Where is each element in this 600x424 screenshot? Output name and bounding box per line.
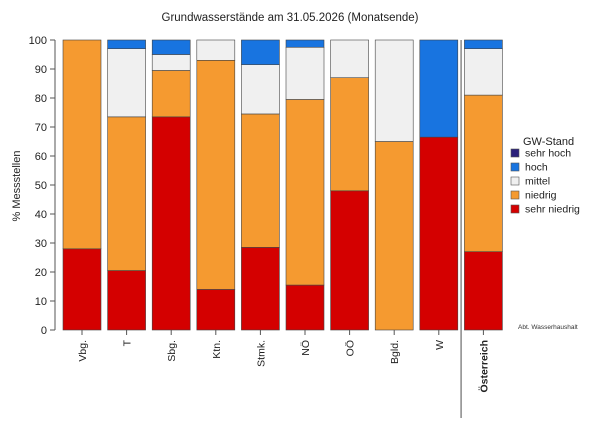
y-tick-label: 80 bbox=[35, 93, 47, 105]
bar-segment-niedrig bbox=[151, 70, 191, 118]
bar-segment-niedrig bbox=[241, 113, 280, 248]
category-label: Bgld. bbox=[389, 340, 401, 364]
category-label: Stmk. bbox=[255, 340, 267, 367]
legend-title: GW-Stand bbox=[523, 136, 574, 148]
legend-label: mittel bbox=[525, 176, 550, 188]
bar-segment-niedrig bbox=[374, 141, 414, 331]
y-tick-label: 50 bbox=[35, 180, 47, 192]
y-tick-label: 70 bbox=[35, 122, 47, 134]
source-note: Abt. Wasserhaushalt bbox=[518, 324, 578, 331]
bar-segment-niedrig bbox=[62, 39, 102, 250]
legend-swatch bbox=[510, 204, 520, 214]
category-label: Vbg. bbox=[77, 340, 89, 362]
x-axis-labels: Vbg. T Sbg. Ktn. Stmk. NÖ OÖ Bgld. W Österreich bbox=[77, 330, 490, 393]
bar-segment-sehr-niedrig bbox=[285, 284, 325, 331]
category-label: NÖ bbox=[300, 340, 312, 356]
y-tick-label: 40 bbox=[35, 209, 47, 221]
chart-title: Grundwasserstände am 31.05.2026 (Monatse… bbox=[162, 12, 419, 24]
bar-segment-sehr-niedrig bbox=[62, 248, 102, 331]
bar-segment-hoch bbox=[419, 39, 459, 138]
category-label: OÖ bbox=[345, 340, 357, 356]
category-label: T bbox=[122, 339, 134, 346]
bar-segment-hoch bbox=[285, 39, 325, 48]
bar-segment-sehr-niedrig bbox=[330, 190, 369, 331]
legend-swatch bbox=[510, 148, 520, 158]
bar-segment-hoch bbox=[464, 39, 503, 49]
bar-segment-sehr-niedrig bbox=[241, 247, 280, 331]
legend-label: niedrig bbox=[525, 190, 557, 202]
bar-segment-sehr-niedrig bbox=[464, 251, 503, 331]
bar-segment-niedrig bbox=[464, 94, 503, 253]
legend-swatch bbox=[510, 190, 520, 200]
y-tick-label: 20 bbox=[35, 267, 47, 279]
bars-group bbox=[62, 39, 503, 418]
legend-label: sehr niedrig bbox=[525, 204, 580, 216]
category-label: Österreich bbox=[477, 340, 490, 393]
bar-segment-niedrig bbox=[330, 77, 369, 192]
bar-segment-niedrig bbox=[285, 99, 325, 286]
bar-segment-mittel bbox=[330, 39, 369, 79]
bar-segment-sehr-niedrig bbox=[419, 136, 459, 331]
legend-label: hoch bbox=[525, 162, 548, 174]
y-tick-label: 10 bbox=[35, 296, 47, 308]
y-tick-label: 30 bbox=[35, 238, 47, 250]
bar-segment-hoch bbox=[107, 39, 146, 49]
bar-segment-niedrig bbox=[107, 116, 146, 271]
bar-segment-hoch bbox=[151, 39, 191, 55]
bar-segment-mittel bbox=[241, 64, 280, 115]
legend-label: sehr hoch bbox=[525, 148, 571, 160]
y-tick-label: 0 bbox=[41, 325, 47, 337]
category-label: Sbg. bbox=[166, 340, 178, 362]
bar-segment-mittel bbox=[374, 39, 414, 142]
bar-segment-sehr-niedrig bbox=[151, 116, 191, 331]
bar-segment-niedrig bbox=[196, 59, 236, 290]
bar-segment-mittel bbox=[464, 48, 503, 96]
bar-segment-mittel bbox=[107, 48, 146, 118]
bar-segment-sehr-niedrig bbox=[196, 289, 236, 331]
bar-segment-mittel bbox=[151, 54, 191, 71]
legend-swatch bbox=[510, 162, 520, 172]
category-label: W bbox=[434, 340, 446, 350]
bar-segment-mittel bbox=[285, 46, 325, 100]
y-axis: 0 10 20 30 40 50 60 70 80 90 100 bbox=[29, 35, 56, 337]
bar-segment-sehr-niedrig bbox=[107, 270, 146, 331]
y-tick-label: 90 bbox=[35, 64, 47, 76]
y-axis-label: % Messstellen bbox=[11, 151, 23, 222]
category-label: Ktn. bbox=[211, 340, 223, 359]
bar-segment-mittel bbox=[196, 39, 236, 61]
legend: GW-Stand sehr hoch hoch mittel niedrig sehr … bbox=[510, 136, 580, 216]
y-tick-label: 100 bbox=[29, 35, 47, 47]
y-tick-label: 60 bbox=[35, 151, 47, 163]
legend-swatch bbox=[510, 176, 520, 186]
bar-segment-hoch bbox=[241, 39, 280, 65]
